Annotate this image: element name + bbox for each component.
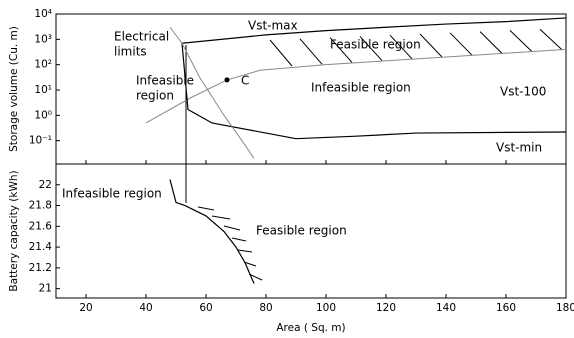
hatch-line: [419, 33, 443, 58]
hatch-line: [479, 31, 503, 54]
annotation: Feasible region: [256, 224, 347, 238]
hatch-line: [243, 261, 257, 267]
y-axis-label: Battery capacity (kWh): [8, 170, 20, 291]
hatch-line: [223, 225, 241, 231]
hatch-line: [231, 237, 247, 242]
hatch-line: [509, 30, 533, 52]
y-tick-label: 22: [39, 179, 52, 191]
y-tick-label: 21.8: [29, 200, 52, 212]
annotation: region: [136, 89, 174, 103]
x-tick-label: 160: [496, 302, 516, 314]
annotation: Feasible region: [330, 38, 421, 52]
hatch-line: [248, 273, 263, 281]
annotation: Infeasible: [136, 74, 194, 88]
x-tick-label: 100: [316, 302, 336, 314]
hatching: [197, 28, 563, 281]
y-tick-label: 21.6: [29, 220, 53, 232]
x-tick-label: 60: [199, 302, 212, 314]
hatch-line: [329, 37, 353, 63]
series-line: [145, 48, 567, 124]
plot-frame: [55, 13, 567, 299]
series-line: [181, 43, 567, 140]
y-tick-label: 10⁴: [34, 8, 52, 20]
hatch-line: [389, 34, 413, 60]
series-line: [169, 26, 255, 159]
annotation: Vst-min: [496, 141, 542, 155]
annotation: limits: [114, 45, 147, 59]
annotation: Infeasible region: [311, 81, 411, 95]
annotation: Electrical: [114, 30, 169, 44]
hatch-line: [269, 39, 293, 67]
point-label: C: [241, 73, 249, 87]
series-line: [169, 179, 255, 284]
annotation: Vst-100: [500, 85, 546, 99]
x-tick-label: 40: [139, 302, 152, 314]
hatch-line: [211, 215, 231, 220]
x-tick-label: 120: [376, 302, 396, 314]
hatch-line: [359, 36, 383, 61]
y-tick-label: 10²: [34, 59, 52, 71]
y-axis-label: Storage volume (Cu. m): [8, 26, 20, 152]
x-tick-label: 140: [436, 302, 456, 314]
annotation: Vst-max: [248, 19, 298, 33]
y-tick-label: 21: [39, 283, 52, 295]
hatch-line: [197, 206, 215, 211]
y-tick-label: 10⁰: [34, 109, 52, 121]
hatch-line: [299, 38, 323, 65]
annotation: Infeasible region: [62, 187, 162, 201]
hatch-line: [539, 28, 563, 51]
x-tick-label: 80: [259, 302, 272, 314]
series-line: [181, 17, 567, 44]
y-tick-label: 21.2: [29, 262, 52, 274]
x-axis-label: Area ( Sq. m): [276, 322, 345, 334]
x-tick-label: 180: [556, 302, 574, 314]
hatch-line: [449, 32, 473, 56]
y-tick-label: 10¹: [34, 84, 52, 96]
y-tick-label: 10³: [34, 33, 52, 45]
y-tick-label: 21.4: [29, 241, 53, 253]
point-c: [224, 77, 230, 83]
y-tick-label: 10⁻¹: [29, 135, 52, 147]
hatch-line: [237, 249, 253, 253]
x-tick-label: 20: [79, 302, 92, 314]
